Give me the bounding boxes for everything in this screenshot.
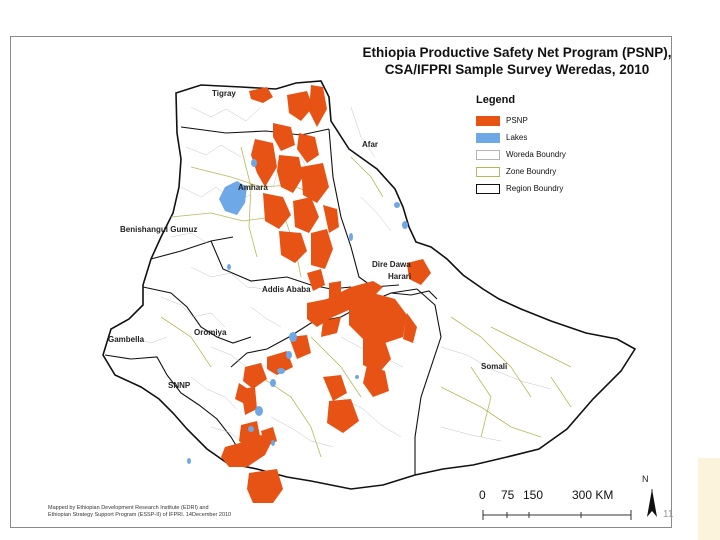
page-number: 11: [663, 509, 674, 520]
credit-line2: Ethiopian Strategy Support Program (ESSP…: [48, 512, 232, 518]
legend-label: Region Boundry: [506, 184, 564, 193]
psnp-swatch: [476, 115, 500, 126]
credit-line1: Mapped by Ethiopian Development Research…: [48, 505, 209, 511]
label-oromiya: Oromiya: [194, 328, 227, 337]
map-credit: Mapped by Ethiopian Development Research…: [48, 505, 231, 519]
map-title: Ethiopia Productive Safety Net Program (…: [352, 44, 682, 78]
scale-tick-300: 300 KM: [572, 488, 614, 502]
label-afar: Afar: [362, 140, 379, 149]
ethiopia-map: [102, 80, 657, 520]
lakes: [187, 159, 408, 464]
scale-tick-150: 150: [523, 488, 544, 502]
legend-item-region: Region Boundry: [476, 180, 596, 197]
north-label: N: [642, 474, 649, 484]
map-frame: [10, 36, 672, 528]
label-tigray: Tigray: [212, 89, 236, 98]
legend-item-woreda: Woreda Boundry: [476, 146, 596, 163]
legend-label: PSNP: [506, 116, 528, 125]
legend: Legend PSNP Lakes Woreda Boundry Zone Bo…: [476, 94, 596, 197]
legend-label: Lakes: [506, 133, 528, 142]
label-amhara: Amhara: [238, 183, 268, 192]
label-dire-dawa: Dire Dawa: [372, 260, 411, 269]
legend-title: Legend: [476, 94, 516, 106]
label-somali: Somali: [481, 362, 508, 371]
zone-swatch: [476, 166, 500, 177]
map-title-line2: CSA/IFPRI Sample Survey Weredas, 2010: [384, 62, 650, 77]
legend-item-psnp: PSNP: [476, 112, 596, 129]
lakes-swatch: [476, 132, 500, 143]
legend-label: Woreda Boundry: [506, 150, 566, 159]
label-harari: Harari: [388, 272, 412, 281]
woreda-swatch: [476, 149, 500, 160]
label-benishangul: Benishangul Gumuz: [120, 225, 198, 234]
label-addis-ababa: Addis Ababa: [262, 285, 311, 294]
label-snnp: SNNP: [168, 381, 191, 390]
legend-item-lakes: Lakes: [476, 129, 596, 146]
label-gambella: Gambella: [108, 335, 145, 344]
scale-bar: [482, 510, 632, 520]
zone-boundaries: [160, 146, 572, 458]
map-title-line1: Ethiopia Productive Safety Net Program (…: [362, 45, 672, 60]
scale-tick-75: 75: [501, 488, 515, 502]
legend-label: Zone Boundry: [506, 167, 557, 176]
legend-item-zone: Zone Boundry: [476, 163, 596, 180]
region-swatch: [476, 183, 500, 194]
slide-decoration: [698, 458, 720, 540]
north-arrow-icon: [647, 489, 657, 517]
scale-tick-0: 0: [479, 488, 486, 502]
